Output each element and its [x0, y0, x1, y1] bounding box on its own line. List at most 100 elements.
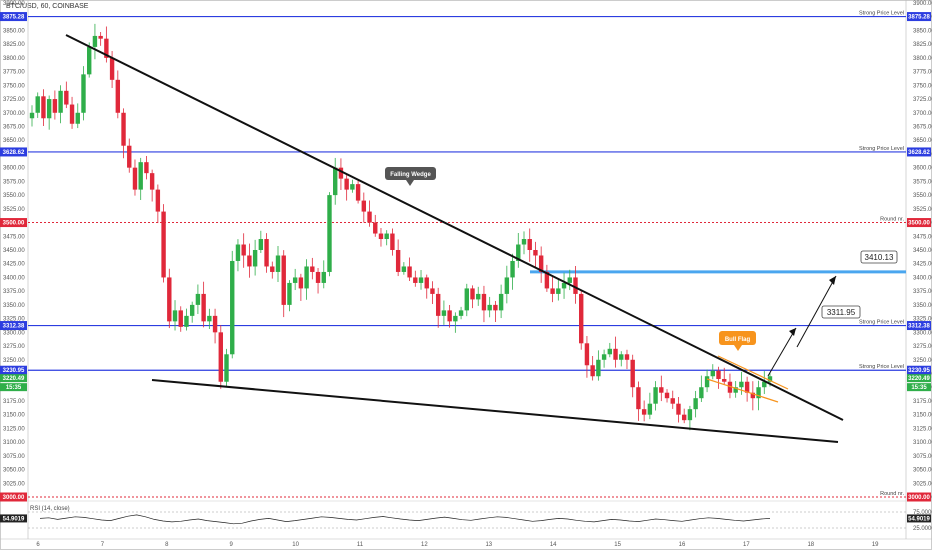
price-tick-label-left: 3650.00: [3, 138, 25, 144]
level-price-tag-left: [0, 365, 27, 375]
date-tick-label: 10: [292, 542, 299, 548]
date-tick-label: 8: [165, 542, 169, 548]
price-tick-label-left: 3050.00: [3, 468, 25, 474]
level-caption: Round nr.: [880, 217, 904, 223]
candle-body: [327, 195, 332, 272]
candle-body: [716, 370, 721, 379]
candle-body: [464, 288, 469, 311]
candle-body: [441, 310, 447, 316]
candle-body: [636, 387, 641, 410]
level-price-tag-right: [907, 147, 931, 157]
candle-body: [653, 387, 658, 404]
candle-body: [550, 288, 555, 294]
candle-body: [733, 387, 738, 393]
candle-body: [458, 310, 464, 316]
candle-body: [195, 293, 201, 305]
candle-body: [235, 244, 241, 261]
candle-body: [138, 162, 143, 190]
date-tick-label: 13: [485, 542, 492, 548]
candle-body: [69, 104, 75, 124]
candle-body: [64, 90, 69, 105]
price-tick-label-right: 3550.00: [913, 193, 932, 199]
level-price-text-right: 3875.28: [908, 15, 930, 21]
candle-body: [149, 173, 155, 190]
countdown-tag-left: [0, 383, 27, 392]
candle-body: [81, 74, 86, 113]
price-tick-label-right: 3750.00: [913, 83, 932, 89]
date-tick-label: 17: [743, 542, 750, 548]
wedge-lower-trendline: [151, 379, 839, 443]
candle-body: [493, 304, 498, 311]
candle-body: [161, 211, 166, 278]
candle-body: [413, 277, 418, 283]
bull-flag-upper-line: [717, 355, 789, 390]
price-tick-label-left: 3750.00: [3, 83, 25, 89]
candle-body: [241, 244, 246, 256]
candle-body: [647, 403, 653, 415]
candle-body: [767, 376, 773, 382]
candle-body: [121, 112, 126, 146]
level-caption: Strong Price Level: [859, 364, 904, 370]
level-caption: Strong Price Level: [859, 146, 904, 152]
wedge-upper-trendline: [65, 34, 844, 421]
price-tick-label-left: 3550.00: [3, 193, 25, 199]
candle-body: [384, 233, 389, 240]
symbol-title: BTC/USD, 60, COINBASE: [6, 3, 89, 10]
candle-body: [390, 233, 395, 250]
candle-body: [247, 255, 252, 267]
price-tick-label-left: 3425.00: [3, 262, 25, 268]
candle-body: [310, 266, 315, 272]
candle-body: [659, 387, 664, 393]
candle-body: [498, 293, 504, 311]
price-tick-label-left: 3075.00: [3, 454, 25, 460]
rsi-tick-label: 75.0000: [913, 510, 932, 516]
candle-body: [510, 260, 515, 278]
date-tick-label: 9: [230, 542, 234, 548]
candle-body: [762, 381, 767, 388]
candle-body: [407, 266, 412, 278]
candle-body: [275, 255, 281, 272]
price-tick-label-right: 3775.00: [913, 70, 932, 76]
current-price-tag-left: [0, 374, 27, 383]
level-price-text-left: 3312.38: [3, 324, 25, 330]
candle-body: [613, 348, 618, 360]
price-tick-label-left: 3525.00: [3, 207, 25, 213]
price-tick-label-right: 3275.00: [913, 344, 932, 350]
date-tick-label: 7: [101, 542, 105, 548]
candle-body: [430, 288, 435, 294]
candle-body: [127, 145, 132, 168]
candle-body: [424, 277, 429, 289]
candle-body: [401, 266, 407, 272]
candle-body: [744, 381, 750, 393]
candle-body: [258, 239, 264, 250]
candle-body: [624, 354, 630, 360]
candle-body: [167, 277, 172, 322]
price-tick-label-right: 3250.00: [913, 358, 932, 364]
price-tick-label-right: 3600.00: [913, 166, 932, 172]
price-tick-label-left: 3250.00: [3, 358, 25, 364]
candle-body: [584, 343, 590, 366]
price-tick-label-left: 3725.00: [3, 97, 25, 103]
candle-body: [373, 222, 378, 234]
falling-wedge-tag: [385, 167, 436, 180]
bull-flag-tag: [719, 331, 756, 345]
price-tick-label-right: 3675.00: [913, 125, 932, 131]
candle-body: [670, 398, 675, 404]
level-price-tag-right: [907, 321, 931, 331]
target-2-callout-text: 3410.13: [865, 253, 894, 262]
target-1-callout-box: [821, 305, 861, 319]
candle-body: [281, 255, 286, 305]
level-caption: Strong Price Level: [859, 320, 904, 326]
candle-body: [344, 178, 349, 190]
price-tick-label-right: 3475.00: [913, 234, 932, 240]
candle-body: [361, 200, 367, 212]
level-price-tag-right: [907, 365, 931, 375]
candle-body: [252, 250, 258, 267]
candle-body: [201, 293, 206, 322]
candle-body: [739, 381, 744, 388]
price-tick-label-left: 3325.00: [3, 317, 25, 323]
candle-body: [172, 310, 178, 322]
price-tick-label-left: 3150.00: [3, 413, 25, 419]
candle-body: [435, 293, 441, 316]
